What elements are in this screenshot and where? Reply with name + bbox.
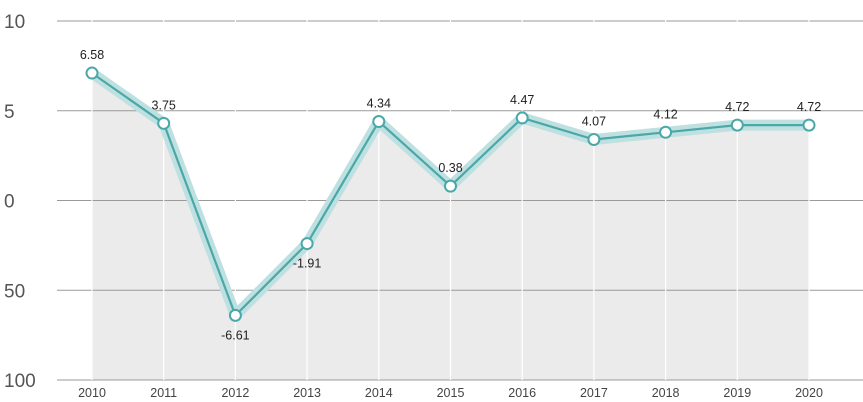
x-tick-label: 2013 [293, 386, 321, 400]
data-points [85, 66, 816, 322]
y-tick-label: 100 [4, 371, 36, 392]
data-label: 4.47 [510, 93, 534, 107]
data-point [587, 132, 601, 146]
data-label: 4.12 [653, 107, 677, 121]
x-tick-label: 2011 [150, 386, 177, 400]
data-label: 4.72 [725, 100, 749, 114]
data-point [659, 125, 673, 139]
y-tick-label: 50 [4, 281, 25, 302]
data-labels: 6.58 3.75 -6.61 -1.91 4.34 0.38 4.47 4.07 4.12 4.… [80, 48, 821, 342]
x-tick-label: 2019 [723, 386, 751, 400]
data-point [85, 66, 99, 80]
x-tick-label: 2012 [221, 386, 249, 400]
data-label: 4.07 [582, 114, 606, 128]
data-label: 4.72 [797, 100, 821, 114]
x-tick-label: 2017 [580, 386, 608, 400]
data-point [730, 118, 744, 132]
x-axis-tick-labels: 2010 2011 2012 2013 2014 2015 2016 2017 2018 2019… [78, 386, 823, 400]
data-point [372, 115, 386, 129]
data-point [444, 179, 457, 193]
data-point [157, 116, 171, 130]
data-label: 6.58 [80, 48, 104, 62]
data-label: 3.75 [152, 98, 176, 112]
data-label: 4.34 [367, 97, 391, 111]
data-point [515, 111, 529, 125]
y-tick-label: 0 [4, 192, 15, 213]
y-tick-label: 10 [4, 12, 25, 33]
data-label: -6.61 [221, 328, 250, 342]
data-point [300, 237, 314, 251]
x-tick-label: 2018 [652, 386, 680, 400]
data-label: 0.38 [438, 161, 462, 175]
y-tick-label: 5 [4, 102, 15, 123]
vertical-drop-lines [91, 15, 810, 380]
data-point [802, 118, 816, 132]
data-point [228, 308, 242, 322]
gridlines [57, 20, 863, 381]
x-tick-label: 2016 [508, 386, 536, 400]
data-label: -1.91 [293, 257, 322, 271]
x-tick-label: 2020 [795, 386, 823, 400]
x-tick-label: 2014 [365, 386, 393, 400]
x-tick-label: 2010 [78, 386, 106, 400]
x-tick-label: 2015 [437, 386, 465, 400]
